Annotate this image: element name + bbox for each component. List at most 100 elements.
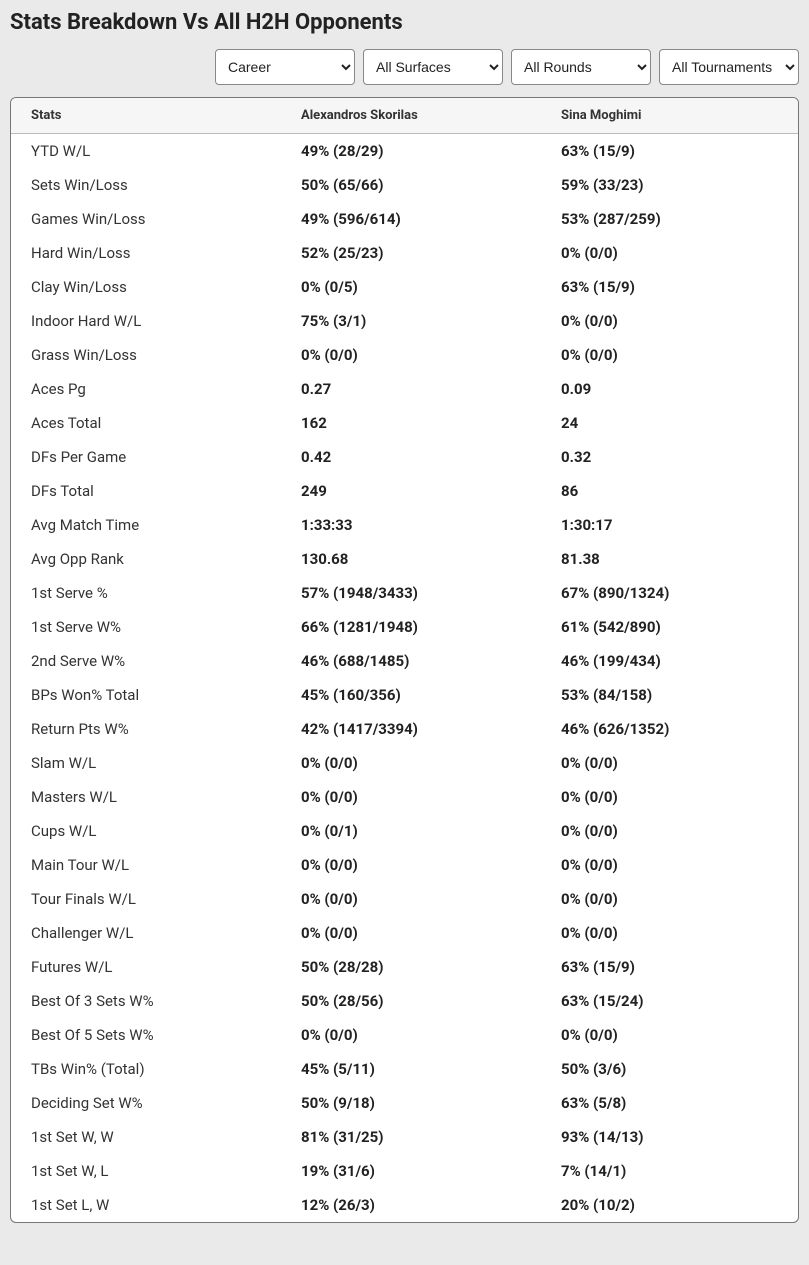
stat-label: Tour Finals W/L: [11, 882, 281, 916]
table-row: Avg Opp Rank130.6881.38: [11, 542, 798, 576]
player1-value: 75% (3/1): [281, 304, 541, 338]
table-row: Aces Total16224: [11, 406, 798, 440]
player2-value: 46% (626/1352): [541, 712, 798, 746]
player2-value: 53% (287/259): [541, 202, 798, 236]
player1-value: 249: [281, 474, 541, 508]
stat-label: 2nd Serve W%: [11, 644, 281, 678]
table-row: Challenger W/L0% (0/0)0% (0/0): [11, 916, 798, 950]
filter-round-select[interactable]: All Rounds: [511, 49, 651, 85]
player2-value: 63% (5/8): [541, 1086, 798, 1120]
player2-value: 0% (0/0): [541, 848, 798, 882]
player2-value: 0% (0/0): [541, 304, 798, 338]
player1-value: 45% (160/356): [281, 678, 541, 712]
table-row: Deciding Set W%50% (9/18)63% (5/8): [11, 1086, 798, 1120]
player1-value: 49% (28/29): [281, 134, 541, 168]
table-row: Clay Win/Loss0% (0/5)63% (15/9): [11, 270, 798, 304]
player1-value: 0% (0/5): [281, 270, 541, 304]
stat-label: Aces Pg: [11, 372, 281, 406]
table-row: DFs Total24986: [11, 474, 798, 508]
stat-label: Best Of 5 Sets W%: [11, 1018, 281, 1052]
player2-value: 81.38: [541, 542, 798, 576]
stat-label: 1st Set W, L: [11, 1154, 281, 1188]
filter-surface-select[interactable]: All Surfaces: [363, 49, 503, 85]
stat-label: 1st Set L, W: [11, 1188, 281, 1222]
header-player1: Alexandros Skorilas: [281, 98, 541, 133]
filters-bar: Career All Surfaces All Rounds All Tourn…: [10, 49, 799, 85]
table-row: Indoor Hard W/L75% (3/1)0% (0/0): [11, 304, 798, 338]
player1-value: 49% (596/614): [281, 202, 541, 236]
page-title: Stats Breakdown Vs All H2H Opponents: [10, 10, 799, 35]
stat-label: Main Tour W/L: [11, 848, 281, 882]
player2-value: 20% (10/2): [541, 1188, 798, 1222]
player2-value: 0% (0/0): [541, 1018, 798, 1052]
filter-period-select[interactable]: Career: [215, 49, 355, 85]
player1-value: 162: [281, 406, 541, 440]
player1-value: 50% (28/28): [281, 950, 541, 984]
stat-label: Deciding Set W%: [11, 1086, 281, 1120]
player1-value: 46% (688/1485): [281, 644, 541, 678]
stats-table-body: YTD W/L49% (28/29)63% (15/9)Sets Win/Los…: [11, 134, 798, 1222]
player2-value: 93% (14/13): [541, 1120, 798, 1154]
stat-label: Aces Total: [11, 406, 281, 440]
player1-value: 0% (0/0): [281, 780, 541, 814]
player2-value: 0% (0/0): [541, 746, 798, 780]
player1-value: 0% (0/0): [281, 746, 541, 780]
table-row: Avg Match Time1:33:331:30:17: [11, 508, 798, 542]
player1-value: 42% (1417/3394): [281, 712, 541, 746]
player2-value: 0.32: [541, 440, 798, 474]
player2-value: 24: [541, 406, 798, 440]
player1-value: 0% (0/0): [281, 882, 541, 916]
player2-value: 7% (14/1): [541, 1154, 798, 1188]
stat-label: 1st Serve W%: [11, 610, 281, 644]
stat-label: Avg Match Time: [11, 508, 281, 542]
stat-label: DFs Per Game: [11, 440, 281, 474]
player2-value: 50% (3/6): [541, 1052, 798, 1086]
player1-value: 0% (0/0): [281, 338, 541, 372]
player1-value: 57% (1948/3433): [281, 576, 541, 610]
table-row: Best Of 5 Sets W%0% (0/0)0% (0/0): [11, 1018, 798, 1052]
player1-value: 0% (0/0): [281, 916, 541, 950]
filter-tournament-select[interactable]: All Tournaments: [659, 49, 799, 85]
stat-label: Sets Win/Loss: [11, 168, 281, 202]
stat-label: YTD W/L: [11, 134, 281, 168]
player2-value: 63% (15/9): [541, 134, 798, 168]
table-row: Hard Win/Loss52% (25/23)0% (0/0): [11, 236, 798, 270]
stat-label: BPs Won% Total: [11, 678, 281, 712]
header-stat: Stats: [11, 98, 281, 133]
player1-value: 1:33:33: [281, 508, 541, 542]
stat-label: 1st Serve %: [11, 576, 281, 610]
stat-label: Slam W/L: [11, 746, 281, 780]
stats-table-header: Stats Alexandros Skorilas Sina Moghimi: [11, 98, 798, 134]
stat-label: Games Win/Loss: [11, 202, 281, 236]
player2-value: 63% (15/9): [541, 270, 798, 304]
player1-value: 50% (65/66): [281, 168, 541, 202]
table-row: Grass Win/Loss0% (0/0)0% (0/0): [11, 338, 798, 372]
table-row: 1st Set W, L19% (31/6)7% (14/1): [11, 1154, 798, 1188]
player2-value: 0% (0/0): [541, 882, 798, 916]
table-row: TBs Win% (Total)45% (5/11)50% (3/6): [11, 1052, 798, 1086]
stat-label: Cups W/L: [11, 814, 281, 848]
player2-value: 86: [541, 474, 798, 508]
player1-value: 52% (25/23): [281, 236, 541, 270]
player1-value: 0% (0/0): [281, 1018, 541, 1052]
player1-value: 0% (0/1): [281, 814, 541, 848]
player2-value: 59% (33/23): [541, 168, 798, 202]
player2-value: 0% (0/0): [541, 916, 798, 950]
table-row: 1st Serve W%66% (1281/1948)61% (542/890): [11, 610, 798, 644]
player1-value: 19% (31/6): [281, 1154, 541, 1188]
table-row: DFs Per Game0.420.32: [11, 440, 798, 474]
header-player2: Sina Moghimi: [541, 98, 798, 133]
player1-value: 0.42: [281, 440, 541, 474]
player1-value: 50% (28/56): [281, 984, 541, 1018]
table-row: Games Win/Loss49% (596/614)53% (287/259): [11, 202, 798, 236]
table-row: Main Tour W/L0% (0/0)0% (0/0): [11, 848, 798, 882]
player1-value: 130.68: [281, 542, 541, 576]
table-row: Return Pts W%42% (1417/3394)46% (626/135…: [11, 712, 798, 746]
table-row: Futures W/L50% (28/28)63% (15/9): [11, 950, 798, 984]
player2-value: 0% (0/0): [541, 236, 798, 270]
table-row: Aces Pg0.270.09: [11, 372, 798, 406]
player1-value: 50% (9/18): [281, 1086, 541, 1120]
player1-value: 0% (0/0): [281, 848, 541, 882]
player2-value: 61% (542/890): [541, 610, 798, 644]
stat-label: Challenger W/L: [11, 916, 281, 950]
